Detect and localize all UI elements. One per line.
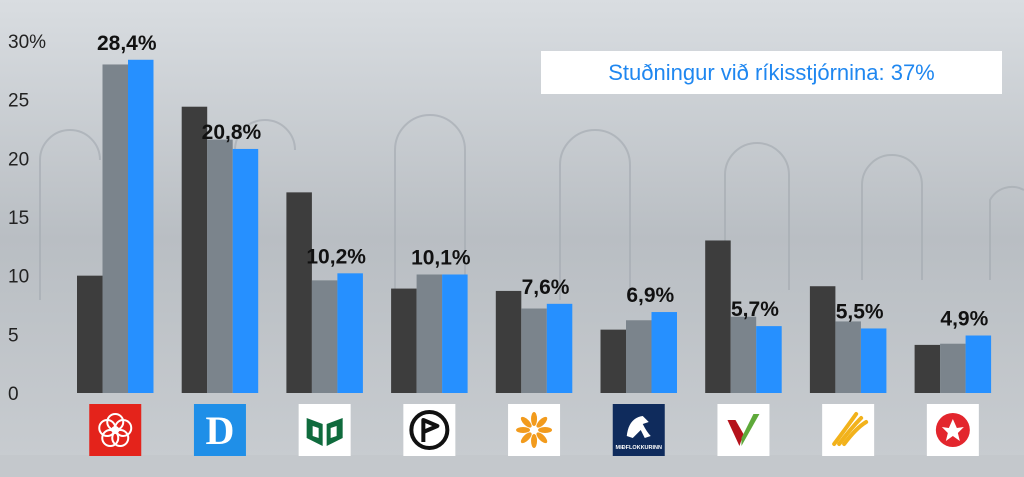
value-label: 10,2%	[306, 245, 366, 268]
value-label: 5,7%	[731, 298, 779, 321]
bar-series-3	[860, 328, 887, 393]
y-tick-label: 15	[8, 208, 29, 229]
v-check-icon	[717, 404, 770, 456]
bar-series-1	[181, 106, 208, 393]
star-person-icon	[926, 404, 979, 456]
bar-series-1	[809, 286, 836, 393]
bar-series-2	[521, 308, 547, 393]
y-tick-label: 0	[8, 384, 19, 405]
bar-series-1	[914, 344, 941, 393]
bar-series-2	[835, 321, 861, 393]
y-tick-label: 20	[8, 149, 29, 170]
svg-text:D: D	[206, 408, 235, 453]
bar-series-2	[207, 139, 233, 393]
bar-series-2	[311, 280, 338, 393]
value-label: 6,9%	[626, 284, 674, 307]
value-label: 4,9%	[940, 308, 988, 331]
bar-series-1	[286, 192, 312, 393]
y-tick-label: 30%	[8, 32, 46, 53]
pirate-flag-icon	[403, 404, 456, 456]
bar-series-1	[77, 275, 103, 393]
bar-series-3	[965, 335, 992, 393]
government-support-banner: Stuðningur við ríkisstjórnina: 37%	[541, 51, 1002, 94]
y-tick-label: 5	[8, 325, 19, 346]
book-icon	[298, 404, 351, 456]
bar-series-3	[546, 303, 573, 393]
bar-series-2	[626, 320, 652, 393]
bar-series-3	[756, 326, 782, 393]
bar-series-1	[600, 329, 626, 393]
value-label: 7,6%	[522, 276, 570, 299]
government-support-text: Stuðningur við ríkisstjórnina: 37%	[608, 59, 935, 85]
bar-series-2	[416, 274, 443, 393]
value-label: 20,8%	[202, 121, 262, 144]
flame-hand-icon	[822, 404, 875, 456]
bar-series-3	[337, 273, 363, 393]
y-tick-label: 25	[8, 91, 29, 112]
bar-series-1	[705, 240, 731, 393]
bar-series-1	[495, 290, 522, 393]
value-label: 28,4%	[97, 32, 157, 55]
bar-series-2	[102, 64, 128, 393]
bar-series-3	[128, 59, 154, 393]
letter-d-icon: D	[193, 404, 246, 456]
value-label: 5,5%	[836, 300, 884, 323]
bar-series-1	[391, 288, 417, 393]
value-label: 10,1%	[411, 246, 471, 269]
svg-text:MIÐFLOKKURINN: MIÐFLOKKURINN	[616, 445, 662, 451]
bar-series-2	[730, 316, 757, 393]
bar-series-3	[232, 148, 259, 393]
y-tick-label: 10	[8, 267, 29, 288]
horse-icon: MIÐFLOKKURINN	[612, 404, 665, 456]
sun-burst-icon	[508, 404, 561, 456]
bar-series-2	[940, 343, 966, 393]
rose-icon	[89, 404, 142, 456]
bar-series-3	[651, 312, 677, 393]
bar-series-3	[442, 274, 468, 393]
